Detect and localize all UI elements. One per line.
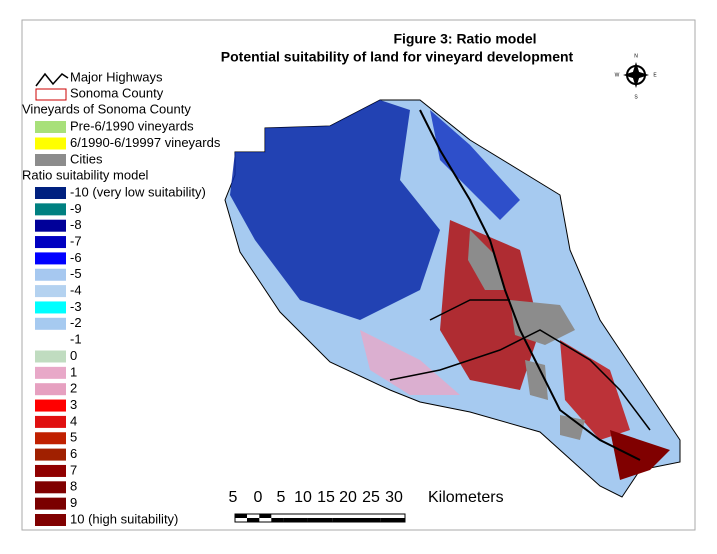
legend-label: -5 — [70, 266, 82, 281]
high-suitability-area — [610, 430, 670, 480]
compass-label: N — [634, 53, 638, 59]
scale-unit: Kilometers — [428, 489, 504, 506]
scale-label: 5 — [229, 489, 238, 506]
legend-label: 8 — [70, 479, 77, 494]
scale-segment — [235, 514, 247, 518]
legend-label: 9 — [70, 495, 77, 510]
legend-swatch — [35, 350, 66, 363]
city — [525, 360, 548, 400]
legend-heading: Ratio suitability model — [22, 167, 149, 182]
legend-swatch — [35, 448, 66, 461]
highway — [419, 109, 641, 461]
high-suitability-area — [440, 220, 540, 390]
low-suitability-area — [430, 110, 520, 220]
city — [560, 415, 585, 440]
legend-label: 7 — [70, 462, 77, 477]
legend-label: 6/1990-6/19997 vineyards — [70, 135, 221, 150]
low-suitability-area — [230, 100, 440, 320]
scale-label: 20 — [339, 489, 357, 506]
legend-label: -6 — [70, 250, 82, 265]
legend-swatch — [35, 154, 66, 166]
legend-label: Cities — [70, 151, 103, 166]
legend-swatch — [35, 432, 66, 445]
legend-swatch — [35, 137, 66, 150]
scale-label: 25 — [362, 489, 380, 506]
highway-symbol — [35, 72, 69, 87]
legend-swatch — [35, 366, 66, 379]
legend-label: Sonoma County — [70, 85, 164, 100]
scale-segment — [332, 518, 357, 522]
legend-swatch — [35, 415, 66, 428]
mid-suitability-area — [360, 330, 460, 395]
scale-segment — [356, 518, 381, 522]
legend-label: -10 (very low suitability) — [70, 184, 206, 199]
legend-label: 6 — [70, 446, 77, 461]
legend-swatch — [35, 383, 66, 396]
legend-label: 1 — [70, 364, 77, 379]
legend-swatch — [35, 481, 66, 494]
legend-swatch — [35, 285, 66, 298]
title: Figure 3: Ratio model — [393, 31, 536, 47]
legend-label: -4 — [70, 283, 82, 298]
legend-label: Major Highways — [70, 69, 163, 84]
legend-swatch — [35, 497, 66, 510]
highway — [429, 299, 510, 321]
scale-segment — [247, 518, 260, 522]
scale-label: 30 — [385, 489, 403, 506]
legend-swatch — [35, 187, 66, 199]
legend-swatch — [35, 252, 66, 265]
legend-swatch — [35, 514, 66, 526]
legend-swatch — [35, 203, 66, 216]
scale-segment — [271, 518, 284, 522]
legend-label: -2 — [70, 315, 82, 330]
scale-segment — [307, 518, 333, 522]
compass-label: S — [634, 94, 638, 100]
scale-label: 5 — [277, 489, 286, 506]
subtitle: Potential suitability of land for vineya… — [221, 49, 574, 65]
legend-swatch — [35, 399, 66, 412]
compass-label: W — [615, 72, 620, 78]
scale-segment — [259, 514, 272, 518]
legend-swatch — [35, 268, 66, 281]
legend-label: -7 — [70, 233, 82, 248]
legend-swatch — [35, 301, 66, 314]
city — [468, 230, 505, 290]
scale-segment — [380, 518, 406, 522]
legend-swatch — [35, 464, 66, 477]
legend-heading: Vineyards of Sonoma County — [22, 101, 191, 116]
legend-label: 0 — [70, 348, 77, 363]
legend-swatch — [35, 334, 66, 347]
county-map — [224, 99, 681, 498]
legend-swatch — [35, 219, 66, 232]
city — [510, 300, 575, 345]
legend-label: -1 — [70, 332, 82, 347]
highway — [389, 329, 651, 431]
legend-swatch — [35, 317, 66, 330]
legend-label: 10 (high suitability) — [70, 511, 178, 526]
legend-label: -8 — [70, 217, 82, 232]
legend-swatch — [35, 236, 66, 249]
legend-label: 4 — [70, 413, 77, 428]
legend-label: 3 — [70, 397, 77, 412]
compass: N E S W — [615, 53, 658, 100]
legend-label: 5 — [70, 430, 77, 445]
scale-segment — [283, 518, 308, 522]
legend-label: 2 — [70, 381, 77, 396]
legend-label: Pre-6/1990 vineyards — [70, 118, 194, 133]
scale-label: 0 — [254, 489, 263, 506]
county-symbol — [35, 88, 67, 101]
legend-label: -9 — [70, 201, 82, 216]
scale-label: 10 — [294, 489, 312, 506]
compass-label: E — [653, 72, 657, 78]
scale-label: 15 — [317, 489, 335, 506]
legend-swatch — [35, 121, 66, 133]
legend-label: -3 — [70, 299, 82, 314]
high-suitability-area — [560, 340, 630, 440]
